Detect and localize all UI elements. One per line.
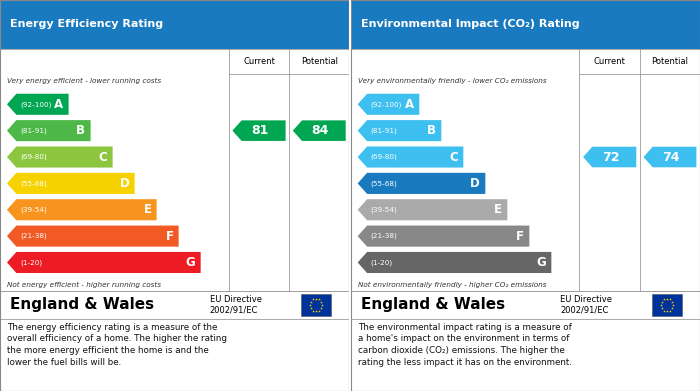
Text: (92-100): (92-100)	[370, 101, 402, 108]
Text: (1-20): (1-20)	[20, 259, 42, 266]
Polygon shape	[293, 120, 346, 141]
Text: EU Directive
2002/91/EC: EU Directive 2002/91/EC	[209, 295, 262, 315]
Polygon shape	[7, 120, 90, 141]
Polygon shape	[7, 226, 178, 247]
Polygon shape	[232, 120, 286, 141]
Text: 74: 74	[662, 151, 680, 163]
Text: (21-38): (21-38)	[20, 233, 47, 239]
Text: G: G	[536, 256, 546, 269]
Text: EU Directive
2002/91/EC: EU Directive 2002/91/EC	[560, 295, 612, 315]
Bar	[301, 294, 331, 316]
Text: D: D	[120, 177, 130, 190]
Text: E: E	[494, 203, 502, 216]
Text: Current: Current	[243, 57, 275, 66]
Text: (55-68): (55-68)	[370, 180, 398, 187]
Bar	[0, 49, 349, 291]
Polygon shape	[358, 199, 508, 220]
Text: (21-38): (21-38)	[370, 233, 398, 239]
Text: C: C	[99, 151, 107, 163]
Text: F: F	[165, 230, 174, 242]
Bar	[351, 0, 700, 49]
Text: England & Wales: England & Wales	[361, 298, 505, 312]
Text: 72: 72	[602, 151, 620, 163]
Polygon shape	[358, 252, 552, 273]
Polygon shape	[358, 120, 441, 141]
Text: The environmental impact rating is a measure of
a home's impact on the environme: The environmental impact rating is a mea…	[358, 323, 572, 367]
Text: (81-91): (81-91)	[370, 127, 398, 134]
Text: Energy Efficiency Rating: Energy Efficiency Rating	[10, 20, 164, 29]
Text: (69-80): (69-80)	[20, 154, 47, 160]
Polygon shape	[7, 147, 113, 168]
Text: The energy efficiency rating is a measure of the
overall efficiency of a home. T: The energy efficiency rating is a measur…	[7, 323, 227, 367]
Polygon shape	[358, 147, 463, 168]
Text: (39-54): (39-54)	[370, 206, 398, 213]
Bar	[0, 291, 349, 319]
Text: Not energy efficient - higher running costs: Not energy efficient - higher running co…	[7, 282, 161, 288]
Text: F: F	[516, 230, 524, 242]
Text: D: D	[470, 177, 480, 190]
Text: (1-20): (1-20)	[370, 259, 393, 266]
Text: England & Wales: England & Wales	[10, 298, 155, 312]
Text: C: C	[449, 151, 458, 163]
Text: Very energy efficient - lower running costs: Very energy efficient - lower running co…	[7, 77, 161, 84]
Polygon shape	[358, 94, 419, 115]
Text: (92-100): (92-100)	[20, 101, 51, 108]
Polygon shape	[7, 199, 157, 220]
Polygon shape	[7, 94, 69, 115]
Text: (69-80): (69-80)	[370, 154, 398, 160]
Bar	[351, 291, 700, 319]
Polygon shape	[358, 226, 529, 247]
Text: A: A	[405, 98, 414, 111]
Polygon shape	[583, 147, 636, 167]
Bar	[351, 49, 700, 291]
Text: A: A	[54, 98, 64, 111]
Polygon shape	[643, 147, 696, 167]
Text: 81: 81	[251, 124, 269, 137]
Text: Current: Current	[594, 57, 626, 66]
Bar	[652, 294, 682, 316]
Text: E: E	[144, 203, 151, 216]
Text: G: G	[186, 256, 195, 269]
Text: (39-54): (39-54)	[20, 206, 47, 213]
Polygon shape	[7, 173, 134, 194]
Polygon shape	[358, 173, 485, 194]
Text: Very environmentally friendly - lower CO₂ emissions: Very environmentally friendly - lower CO…	[358, 77, 546, 84]
Text: Environmental Impact (CO₂) Rating: Environmental Impact (CO₂) Rating	[361, 20, 580, 29]
Polygon shape	[7, 252, 201, 273]
Text: (55-68): (55-68)	[20, 180, 47, 187]
Text: Potential: Potential	[301, 57, 338, 66]
Text: 84: 84	[312, 124, 329, 137]
Text: B: B	[76, 124, 85, 137]
Bar	[0, 0, 349, 49]
Text: Not environmentally friendly - higher CO₂ emissions: Not environmentally friendly - higher CO…	[358, 282, 546, 288]
Text: (81-91): (81-91)	[20, 127, 47, 134]
Text: B: B	[427, 124, 436, 137]
Text: Potential: Potential	[652, 57, 689, 66]
